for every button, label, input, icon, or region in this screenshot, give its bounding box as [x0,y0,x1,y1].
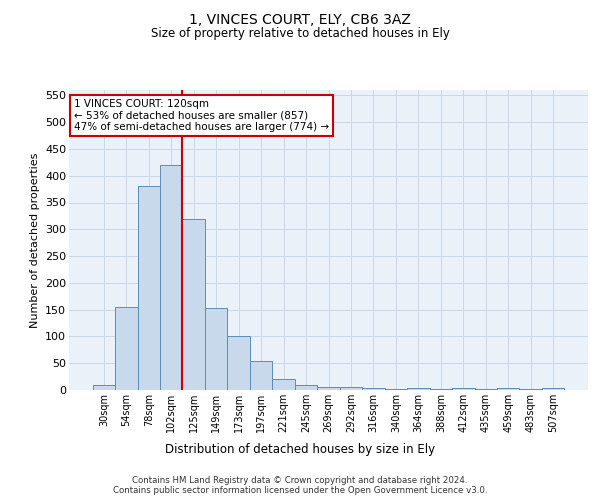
Bar [205,308,227,390]
Bar [340,388,362,390]
Bar [452,388,475,390]
Bar [317,388,340,390]
Bar [407,388,430,390]
Bar [475,389,497,390]
Bar [250,360,272,390]
Bar [272,380,295,390]
Bar [542,388,565,390]
Text: 1 VINCES COURT: 120sqm
← 53% of detached houses are smaller (857)
47% of semi-de: 1 VINCES COURT: 120sqm ← 53% of detached… [74,99,329,132]
Text: Contains HM Land Registry data © Crown copyright and database right 2024.
Contai: Contains HM Land Registry data © Crown c… [113,476,487,496]
Bar [430,389,452,390]
Bar [182,218,205,390]
Text: 1, VINCES COURT, ELY, CB6 3AZ: 1, VINCES COURT, ELY, CB6 3AZ [189,12,411,26]
Bar [137,186,160,390]
Bar [227,336,250,390]
Bar [497,388,520,390]
Y-axis label: Number of detached properties: Number of detached properties [29,152,40,328]
Bar [160,165,182,390]
Bar [295,384,317,390]
Text: Size of property relative to detached houses in Ely: Size of property relative to detached ho… [151,28,449,40]
Bar [520,389,542,390]
Bar [385,389,407,390]
Bar [92,384,115,390]
Bar [115,307,137,390]
Text: Distribution of detached houses by size in Ely: Distribution of detached houses by size … [165,442,435,456]
Bar [362,388,385,390]
